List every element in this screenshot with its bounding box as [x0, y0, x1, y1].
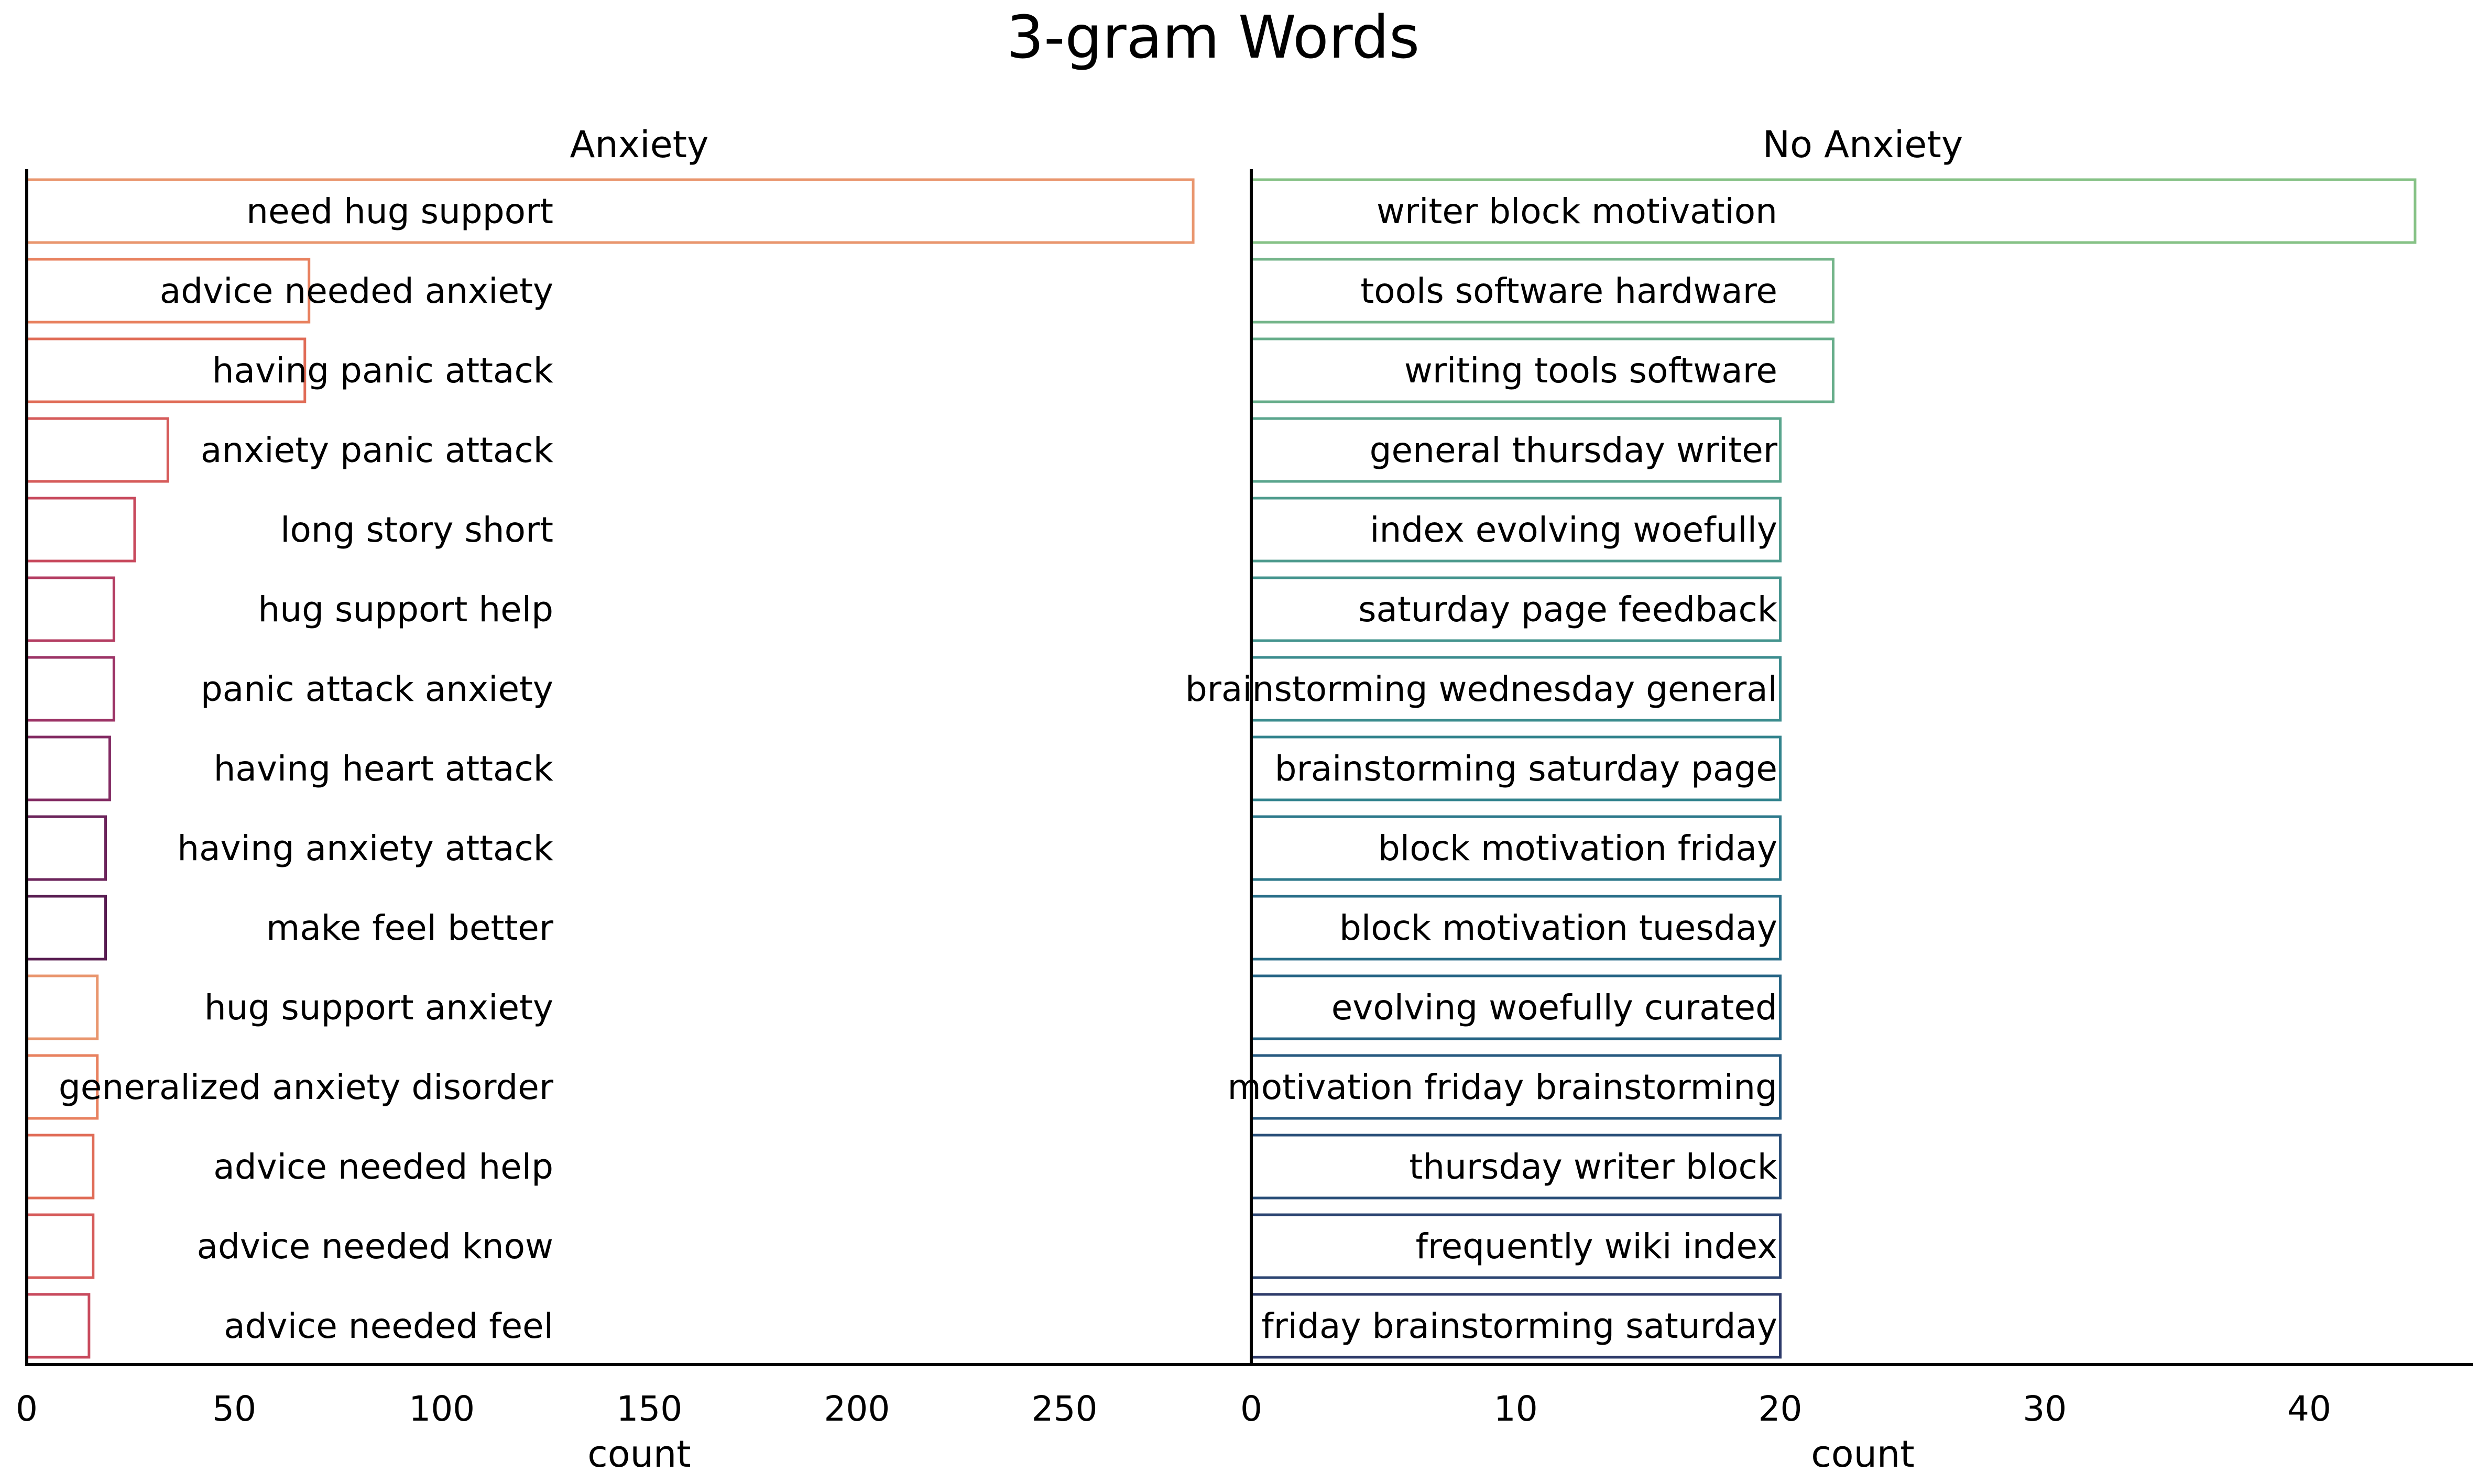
bar-label-need-hug-support: need hug support: [246, 191, 553, 232]
bar-label-thursday-writer-block: thursday writer block: [1409, 1147, 1777, 1187]
bar-label-make-feel-better: make feel better: [266, 908, 554, 948]
bar-long-story-short: [25, 497, 136, 563]
bar-label-advice-needed-know: advice needed know: [197, 1226, 553, 1267]
bar-label-advice-needed-anxiety: advice needed anxiety: [160, 271, 553, 311]
x-tick-label: 50: [212, 1389, 256, 1429]
bar-label-writing-tools-software: writing tools software: [1404, 350, 1777, 391]
bar-advice-needed-help: [25, 1134, 95, 1200]
x-tick-label: 30: [2023, 1389, 2067, 1429]
x-axis-label: count: [1811, 1433, 1915, 1476]
x-tick-label: 200: [824, 1389, 890, 1429]
x-tick-label: 10: [1494, 1389, 1538, 1429]
bar-panic-attack-anxiety: [25, 656, 115, 722]
bar-label-friday-brainstorming-saturday: friday brainstorming saturday: [1261, 1306, 1777, 1346]
x-tick-label: 40: [2287, 1389, 2331, 1429]
panel-no-anxiety: No Anxiety writer block motivation tools s…: [1185, 123, 2473, 1476]
bar-label-block-motivation-friday: block motivation friday: [1378, 828, 1777, 869]
bar-hug-support-anxiety: [25, 974, 99, 1040]
panel-title: No Anxiety: [1763, 123, 1963, 166]
x-tick-label: 20: [1759, 1389, 1803, 1429]
bar-label-hug-support-help: hug support help: [258, 589, 553, 630]
bar-label-anxiety-panic-attack: anxiety panic attack: [201, 430, 554, 470]
x-axis-label: count: [587, 1433, 691, 1476]
bar-having-heart-attack: [25, 735, 111, 801]
bar-label-brainstorming-wednesday-general: brainstorming wednesday general: [1185, 669, 1777, 709]
bar-advice-needed-feel: [25, 1293, 91, 1359]
bar-label-index-evolving-woefully: index evolving woefully: [1370, 510, 1777, 550]
x-tick-label: 250: [1032, 1389, 1098, 1429]
bar-label-advice-needed-feel: advice needed feel: [224, 1306, 553, 1346]
bar-advice-needed-know: [25, 1213, 95, 1279]
bar-label-having-heart-attack: having heart attack: [214, 749, 554, 789]
bar-label-evolving-woefully-curated: evolving woefully curated: [1331, 987, 1777, 1028]
bar-label-saturday-page-feedback: saturday page feedback: [1358, 589, 1778, 630]
bar-label-generalized-anxiety-disorder: generalized anxiety disorder: [59, 1067, 554, 1107]
x-tick-label: 150: [616, 1389, 682, 1429]
bar-label-having-anxiety-attack: having anxiety attack: [177, 828, 553, 869]
chart-title: 3-gram Words: [1007, 4, 1419, 72]
bar-need-hug-support: [25, 178, 1195, 244]
x-tick-label: 0: [1240, 1389, 1262, 1429]
bar-anxiety-panic-attack: [25, 417, 169, 483]
bar-label-brainstorming-saturday-page: brainstorming saturday page: [1275, 749, 1777, 789]
bar-label-block-motivation-tuesday: block motivation tuesday: [1339, 908, 1777, 948]
bar-having-anxiety-attack: [25, 815, 107, 881]
bar-label-long-story-short: long story short: [280, 510, 553, 550]
bar-label-advice-needed-help: advice needed help: [213, 1147, 553, 1187]
panel-title: Anxiety: [570, 123, 708, 166]
bar-make-feel-better: [25, 895, 107, 961]
bar-label-panic-attack-anxiety: panic attack anxiety: [201, 669, 553, 709]
bar-label-writer-block-motivation: writer block motivation: [1377, 191, 1777, 232]
x-tick-label: 0: [16, 1389, 38, 1429]
bar-label-tools-software-hardware: tools software hardware: [1360, 271, 1777, 311]
panel-anxiety: Anxiety need hug support advice needed anx…: [16, 123, 1251, 1476]
bar-label-having-panic-attack: having panic attack: [212, 350, 554, 391]
x-tick-label: 100: [409, 1389, 475, 1429]
bar-label-general-thursday-writer: general thursday writer: [1370, 430, 1778, 470]
bar-label-hug-support-anxiety: hug support anxiety: [204, 987, 553, 1028]
bar-label-frequently-wiki-index: frequently wiki index: [1416, 1226, 1777, 1267]
bar-label-motivation-friday-brainstorming: motivation friday brainstorming: [1228, 1067, 1778, 1107]
bar-hug-support-help: [25, 576, 115, 642]
